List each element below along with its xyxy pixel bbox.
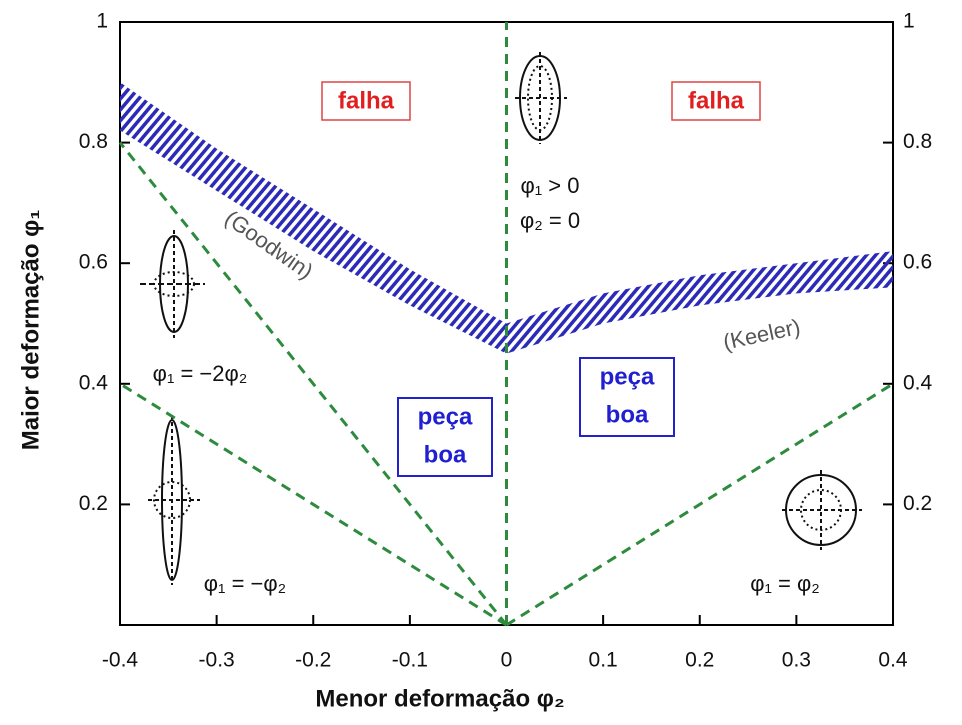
dashed-line [119,382,508,627]
y-tick-label: 0.2 [79,492,108,515]
x-tick-label: 0 [501,649,513,672]
y2-tick-label: 0.4 [903,371,933,394]
y-tick-label: 0.6 [79,251,108,274]
falha-box [671,81,761,121]
y2-tick-label: 0.6 [903,251,932,274]
annotation: φ₁ > 0 [521,173,580,198]
annotation: φ₁ = −φ₂ [204,571,286,596]
annotation: peça [418,403,473,430]
x-axis-label: Menor deformação φ₂ [315,685,564,712]
forming-limit-band [120,82,507,354]
annotation: φ₁ = φ₂ [750,571,820,596]
falha-box [321,81,411,121]
annotation: peça [600,363,655,390]
x-tick-label: -0.3 [199,649,235,672]
annotation: boa [424,441,467,468]
strain-icons [140,52,862,585]
y2-tick-label: 0.8 [903,130,932,153]
peca-boa-box [397,397,493,477]
peca-boa-box [579,357,675,437]
dashed-line [118,141,508,626]
x-tick-label: -0.1 [392,649,428,672]
annotation: φ₁ = −2φ₂ [153,361,248,386]
x-tick-label: 0.1 [589,649,618,672]
dashed-line [505,382,894,627]
x-tick-label: 0.2 [685,649,714,672]
x-tick-label: 0.3 [782,649,811,672]
y-tick-label: 0.4 [79,371,109,394]
x-tick-label: -0.2 [295,649,331,672]
y-tick-label: 0.8 [79,130,108,153]
y-axis-label: Maior deformação φ₁ [17,210,44,451]
annotation: falha [338,87,395,114]
annotation: falha [688,87,745,114]
x-tick-label: -0.4 [102,649,139,672]
annotation: φ₂ = 0 [520,208,580,233]
forming-limit-band [506,251,893,354]
x-tick-label: 0.4 [878,649,908,672]
y2-tick-label: 0.2 [903,492,932,515]
annotation: (Keeler) [721,314,803,355]
y-tick-label: 1 [96,10,108,33]
annotation: boa [606,401,649,428]
y2-tick-label: 1 [903,10,915,33]
